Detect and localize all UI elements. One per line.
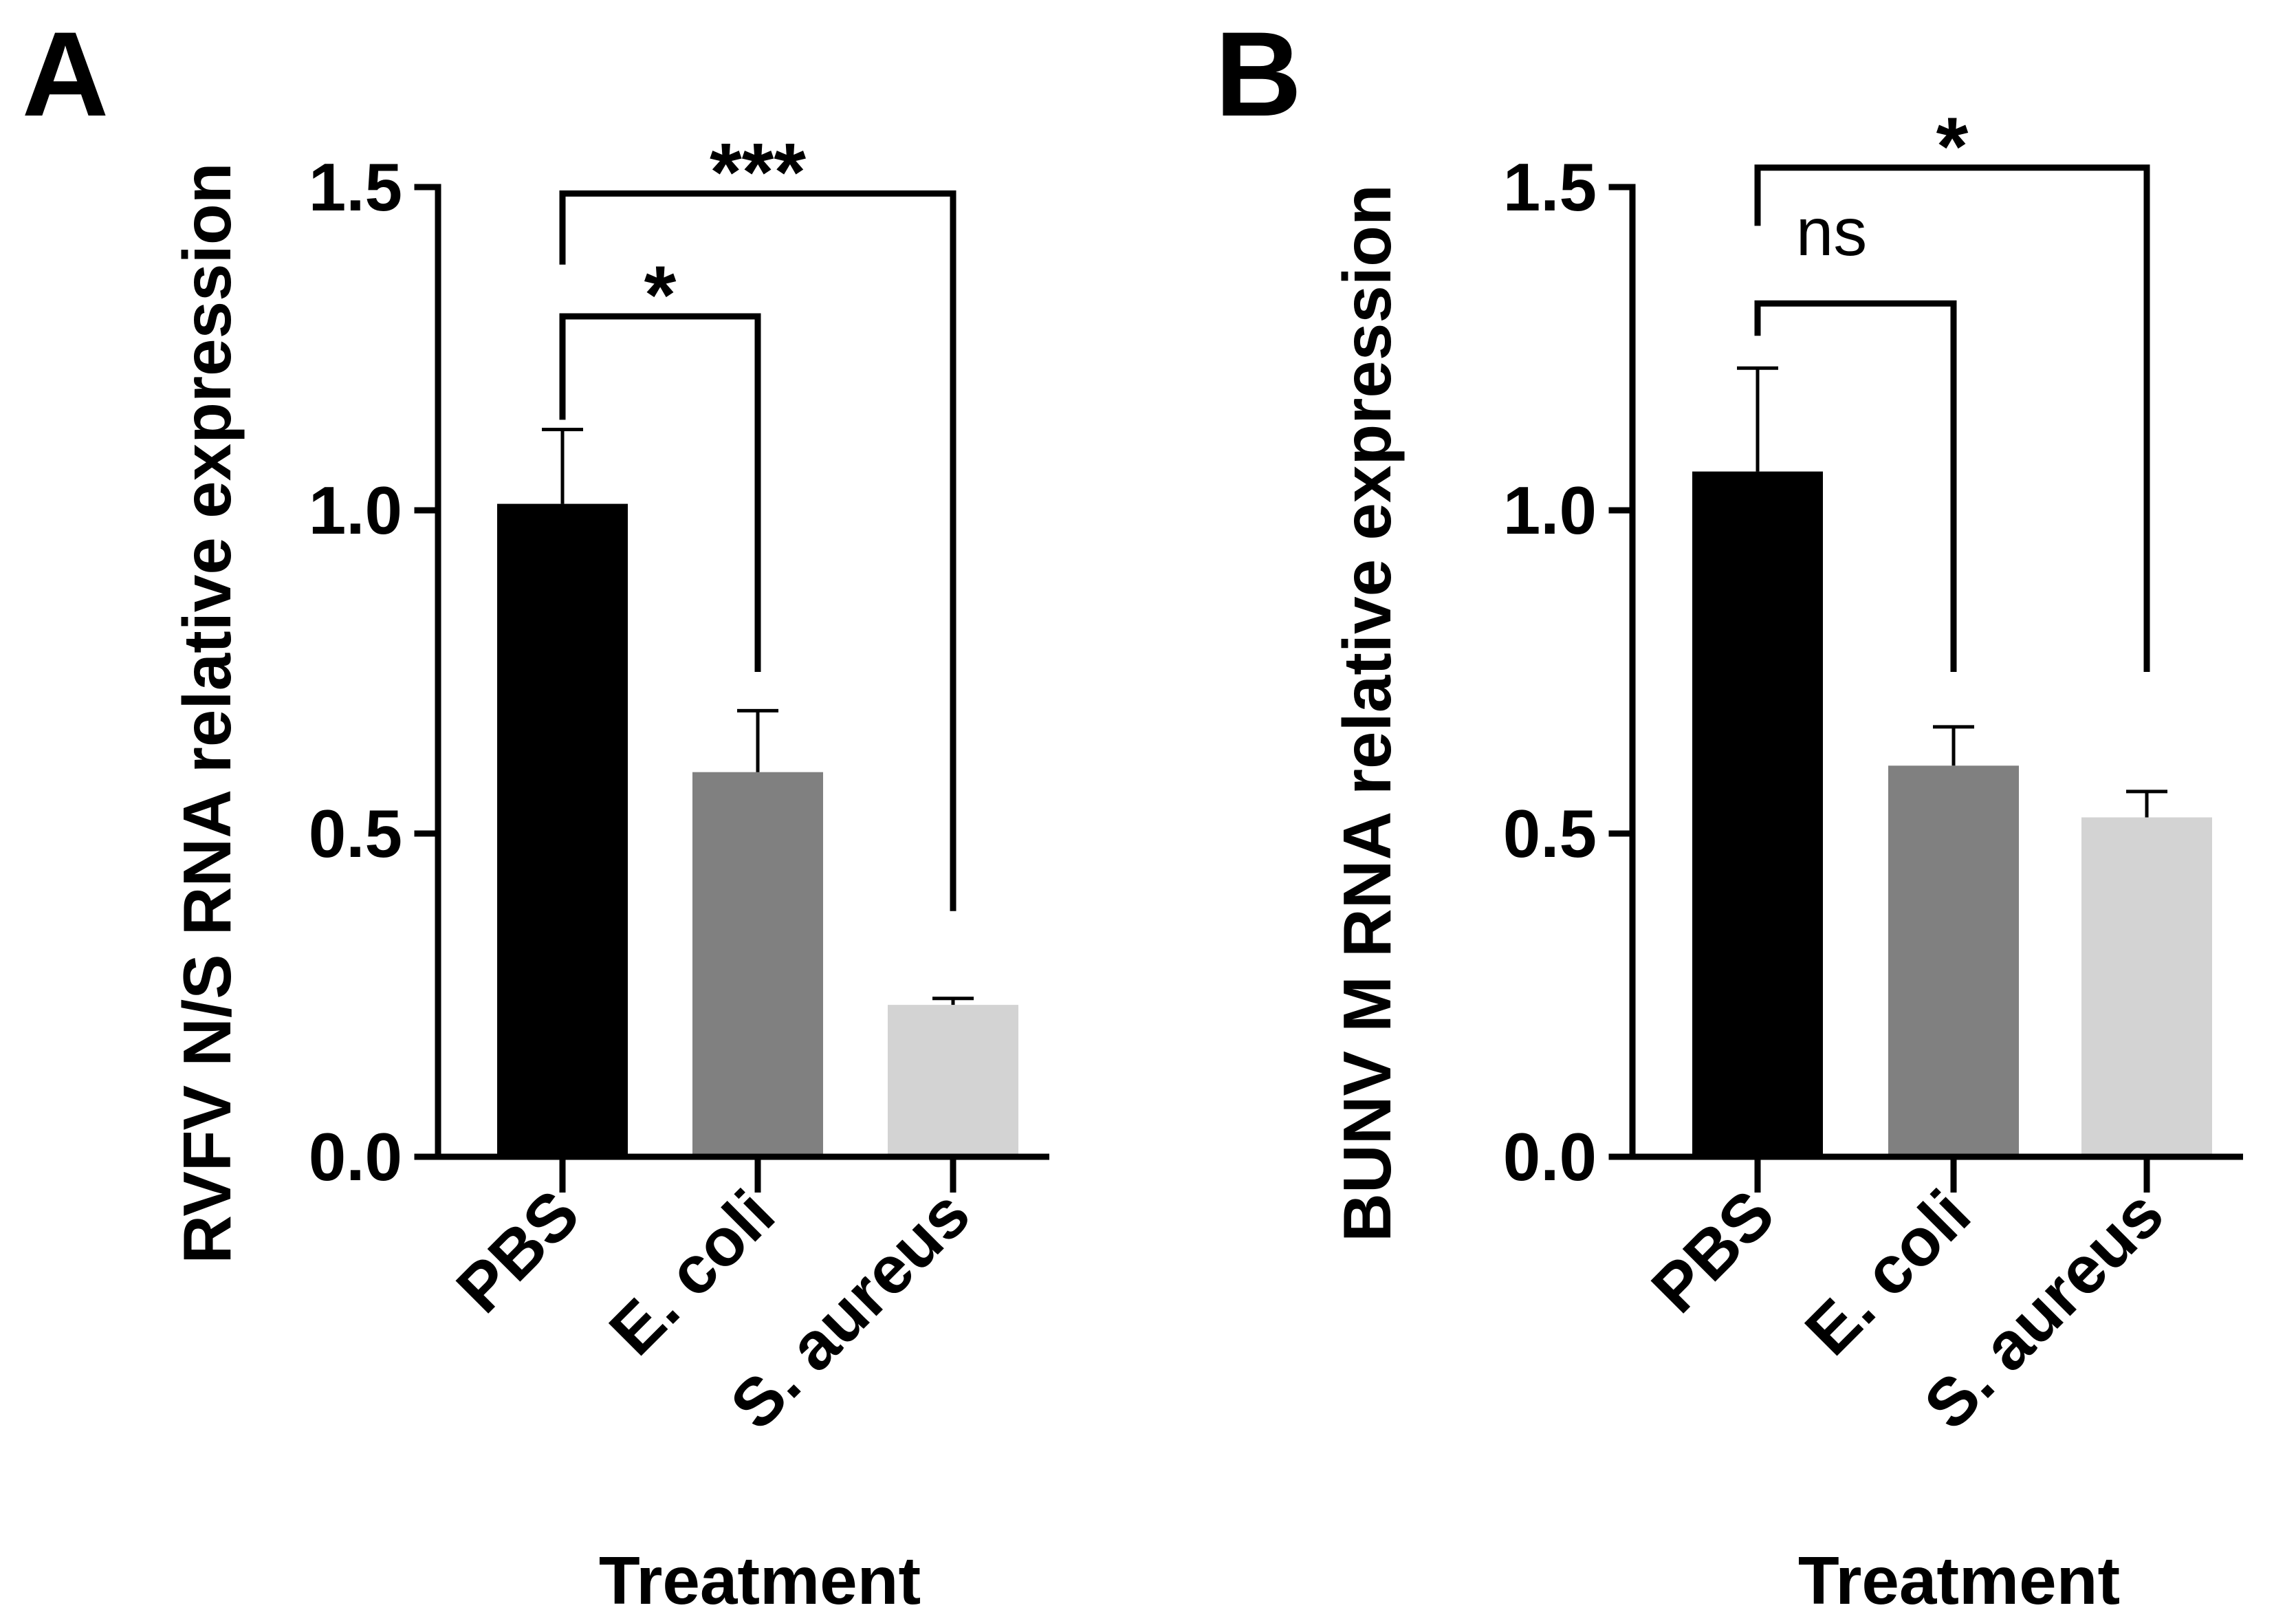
y-tick-label: 1.5	[309, 149, 402, 225]
bar-1	[692, 772, 823, 1157]
significance-bracket	[559, 313, 761, 672]
x-tick-label: PBS	[1637, 1175, 1789, 1327]
bar-1	[1888, 765, 2019, 1157]
x-tick-label: PBS	[442, 1175, 593, 1327]
bar-2	[888, 1005, 1018, 1157]
significance-bracket	[1754, 300, 1957, 672]
significance-label: ns	[1796, 194, 1868, 270]
significance-bracket	[1754, 164, 2150, 672]
y-tick-label: 0.0	[1503, 1119, 1597, 1195]
x-tick-label: E. coli	[595, 1175, 789, 1369]
y-tick-label: 1.0	[309, 472, 402, 548]
significance-label: *	[644, 249, 677, 341]
bar-2	[2081, 817, 2212, 1157]
y-axis-label: BUNV M RNA relative expression	[1329, 184, 1405, 1242]
x-tick-label: E. coli	[1791, 1175, 1985, 1369]
y-axis-label: RVFV N/S RNA relative expression	[169, 162, 245, 1263]
y-tick-label: 0.5	[309, 796, 402, 871]
x-axis-label: Treatment	[1798, 1543, 2120, 1618]
y-tick-label: 1.0	[1503, 472, 1597, 548]
y-tick-label: 0.0	[309, 1119, 402, 1195]
x-axis-label: Treatment	[599, 1543, 921, 1618]
y-tick-label: 0.5	[1503, 796, 1597, 871]
panel-label: A	[22, 8, 109, 142]
bar-0	[497, 503, 628, 1157]
bar-0	[1692, 471, 1823, 1157]
y-tick-label: 1.5	[1503, 149, 1597, 225]
significance-label: ***	[710, 126, 806, 218]
significance-label: *	[1936, 100, 1969, 193]
significance-bracket	[559, 190, 956, 911]
panel-label: B	[1215, 8, 1302, 142]
